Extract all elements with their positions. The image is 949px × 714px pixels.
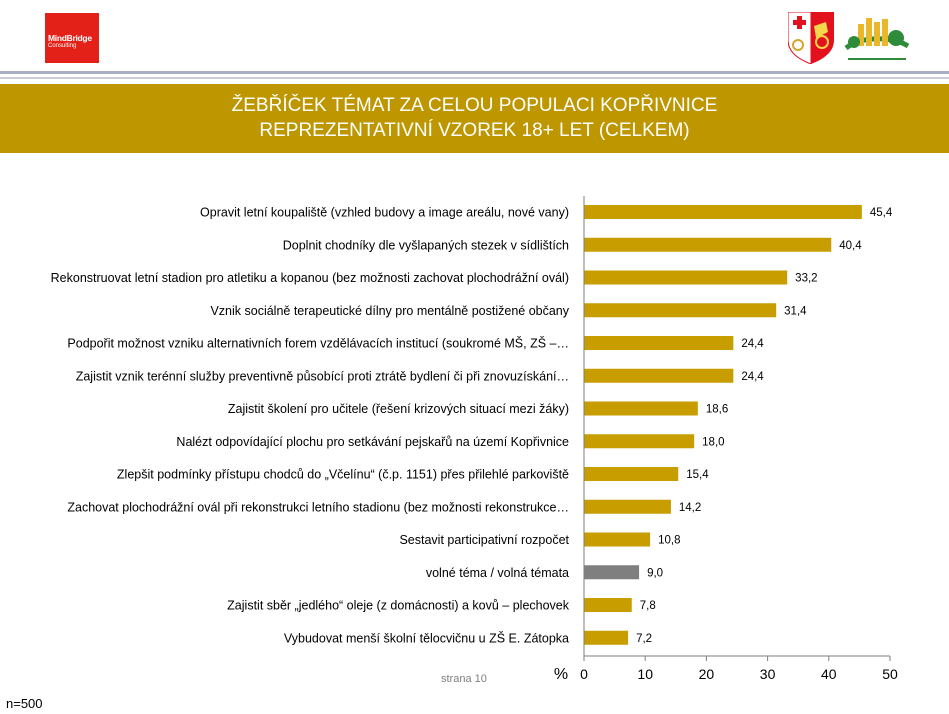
bar [584, 303, 777, 318]
logo-line-2: Consulting [48, 43, 77, 49]
bar [584, 630, 629, 645]
bar [584, 237, 832, 252]
category-label: Zlepšit podmínky přístupu chodců do „Vče… [117, 468, 569, 482]
category-label: Vybudovat menší školní tělocvičnu u ZŠ E… [284, 630, 569, 645]
value-label: 9,0 [647, 567, 663, 579]
category-label: Opravit letní koupaliště (vzhled budovy … [200, 206, 569, 220]
page-number: strana 10 [441, 673, 487, 685]
bar [584, 434, 695, 449]
logo-line-1: MindBridge [48, 33, 92, 43]
bar [584, 499, 671, 514]
city-crest-icon [788, 12, 834, 64]
bar [584, 565, 640, 580]
value-label: 14,2 [679, 502, 701, 514]
category-label: Rekonstruovat letní stadion pro atletiku… [51, 271, 569, 285]
category-label: Doplnit chodníky dle vyšlapaných stezek … [283, 238, 569, 252]
x-axis-label: % [554, 666, 568, 683]
value-label: 18,0 [702, 436, 724, 448]
category-label: Sestavit participativní rozpočet [399, 533, 569, 547]
bar [584, 401, 698, 416]
bar [584, 598, 632, 612]
bar [584, 336, 734, 350]
bar [584, 205, 862, 219]
header-rule-thin [0, 77, 949, 79]
x-tick-label: 30 [760, 666, 776, 682]
value-label: 10,8 [658, 535, 680, 547]
bar-chart: Opravit letní koupaliště (vzhled budovy … [51, 196, 898, 683]
value-label: 15,4 [686, 469, 709, 481]
x-tick-label: 10 [637, 666, 653, 682]
header-rule [0, 71, 949, 74]
x-tick-label: 0 [580, 666, 588, 682]
value-label: 45,4 [870, 207, 893, 219]
category-label: Zajistit vznik terénní služby preventivn… [76, 369, 569, 383]
category-label: Zajistit sběr „jedlého“ oleje (z domácno… [227, 599, 570, 613]
value-label: 40,4 [839, 240, 862, 252]
category-label: Nalézt odpovídající plochu pro setkávání… [176, 435, 569, 449]
value-label: 7,2 [636, 633, 652, 645]
title-banner: ŽEBŘÍČEK TÉMAT ZA CELOU POPULACI KOPŘIVN… [0, 84, 949, 153]
x-tick-label: 20 [699, 666, 715, 682]
category-label: Zajistit školení pro učitele (řešení kri… [228, 402, 569, 416]
value-label: 24,4 [741, 338, 764, 350]
bar [584, 270, 788, 285]
value-label: 7,8 [640, 600, 656, 612]
category-label: Vznik sociálně terapeutické dílny pro me… [210, 304, 569, 318]
x-tick-label: 50 [882, 666, 898, 682]
kopřivnice-zdrave-mesto-logo-icon [844, 18, 910, 60]
bar [584, 368, 734, 383]
category-label: Zachovat plochodrážní ovál při rekonstru… [67, 500, 569, 514]
x-tick-label: 40 [821, 666, 837, 682]
value-label: 33,2 [795, 273, 817, 285]
value-label: 31,4 [784, 305, 807, 317]
value-label: 24,4 [741, 371, 764, 383]
chart-title-line-1: ŽEBŘÍČEK TÉMAT ZA CELOU POPULACI KOPŘIVN… [231, 95, 718, 116]
category-label: volné téma / volná témata [426, 566, 569, 580]
bar [584, 467, 679, 481]
category-label: Podpořit možnost vzniku alternativních f… [67, 336, 569, 351]
sample-size: n=500 [6, 696, 43, 711]
bar [584, 532, 651, 547]
value-label: 18,6 [706, 404, 728, 416]
mindbridge-logo: MindBridge Consulting [45, 13, 99, 63]
chart-title-line-2: REPREZENTATIVNÍ VZOREK 18+ LET (CELKEM) [259, 120, 690, 141]
